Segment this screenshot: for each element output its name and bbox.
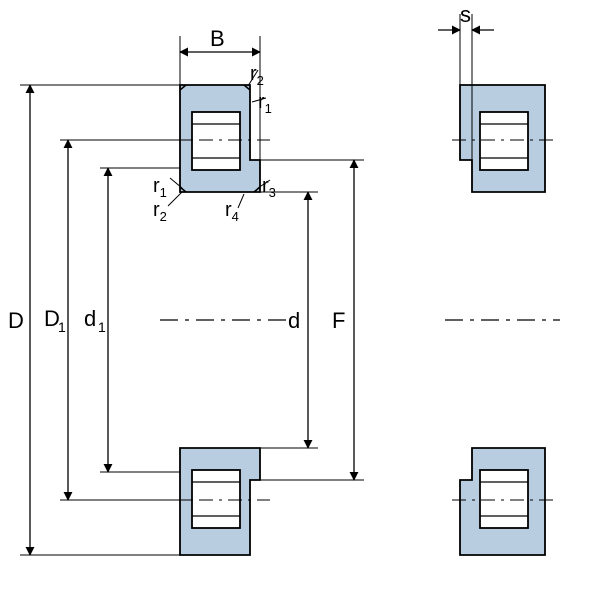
label-D1-sub: 1 [58, 319, 66, 335]
right-view [452, 14, 556, 555]
svg-text:r1: r1 [258, 91, 272, 116]
dim-s: s [438, 2, 494, 30]
label-F: F [332, 308, 345, 333]
roller-lower [192, 470, 240, 528]
left-bearing-lower [170, 448, 270, 555]
label-d: d [288, 308, 300, 333]
bearing-diagram: B s D D 1 d 1 d F r2 r1 r1 r2 r3 r4 [0, 0, 600, 600]
svg-text:r3: r3 [262, 175, 276, 200]
label-d1-sub: 1 [98, 319, 106, 335]
svg-text:r2: r2 [153, 199, 167, 224]
svg-text:r2: r2 [250, 63, 264, 88]
label-s: s [460, 2, 471, 27]
label-D: D [8, 308, 24, 333]
roller-upper [192, 112, 240, 170]
svg-text:r4: r4 [225, 199, 239, 224]
svg-text:r1: r1 [153, 175, 167, 200]
label-d1: d [84, 306, 96, 331]
label-B: B [210, 26, 225, 51]
